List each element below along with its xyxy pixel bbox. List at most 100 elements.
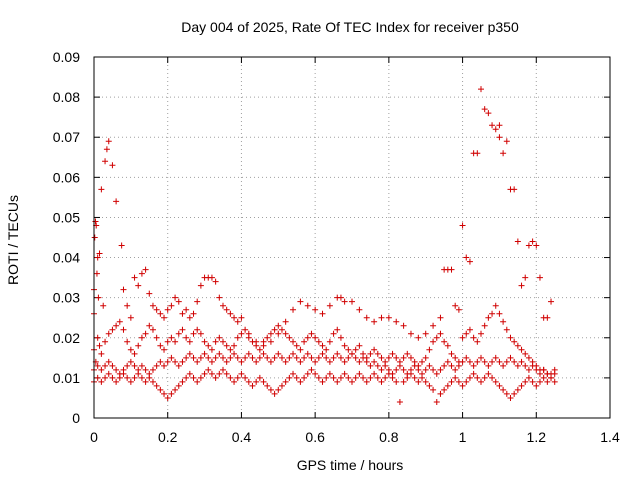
data-point: [227, 310, 234, 317]
data-point: [135, 282, 142, 289]
data-point: [385, 354, 392, 361]
data-point: [312, 334, 319, 341]
data-point: [127, 378, 134, 385]
data-point: [216, 350, 223, 357]
data-point: [371, 318, 378, 325]
data-point: [109, 326, 116, 333]
data-point: [91, 234, 98, 241]
data-point: [124, 338, 131, 345]
data-point: [481, 358, 488, 365]
data-point: [489, 374, 496, 381]
data-point: [319, 378, 326, 385]
data-point: [352, 354, 359, 361]
data-point: [382, 374, 389, 381]
data-point: [197, 354, 204, 361]
data-point: [102, 374, 109, 381]
data-point: [168, 354, 175, 361]
data-point: [301, 374, 308, 381]
data-point: [93, 270, 100, 277]
data-point: [245, 350, 252, 357]
data-point: [105, 358, 112, 365]
data-point: [157, 358, 164, 365]
data-point: [103, 146, 110, 153]
data-point: [157, 310, 164, 317]
data-point: [470, 362, 477, 369]
data-point: [481, 374, 488, 381]
data-point: [231, 350, 238, 357]
data-point: [511, 186, 518, 193]
data-point: [533, 242, 540, 249]
data-point: [378, 354, 385, 361]
data-point: [448, 362, 455, 369]
data-point: [511, 390, 518, 397]
data-point: [220, 366, 226, 373]
y-tick-label: 0.08: [53, 89, 80, 105]
data-point: [422, 366, 429, 373]
data-point: [118, 242, 125, 249]
data-point: [95, 294, 102, 301]
data-point: [256, 374, 263, 381]
x-tick-label: 1: [459, 429, 467, 445]
data-point: [308, 354, 315, 361]
x-axis-label: GPS time / hours: [297, 457, 404, 473]
data-point: [102, 338, 109, 345]
data-point: [349, 378, 355, 385]
data-point: [157, 342, 164, 349]
data-point: [124, 302, 131, 309]
data-point: [374, 374, 381, 381]
data-point: [194, 326, 201, 333]
data-point: [286, 334, 293, 341]
data-point: [548, 374, 555, 381]
data-point: [194, 358, 201, 365]
data-point: [238, 358, 245, 365]
data-point: [337, 374, 344, 381]
data-point: [179, 358, 186, 365]
data-point: [485, 362, 492, 369]
data-point: [253, 342, 260, 349]
data-point: [201, 338, 208, 345]
data-point: [481, 322, 488, 329]
data-point: [312, 358, 319, 365]
y-tick-label: 0.09: [53, 49, 80, 65]
data-point: [96, 342, 103, 349]
data-point: [120, 326, 127, 333]
data-point: [113, 198, 120, 205]
data-point: [231, 378, 238, 385]
data-point: [172, 386, 179, 393]
data-point: [92, 218, 99, 225]
data-point: [216, 370, 223, 377]
data-point: [389, 350, 396, 357]
data-point: [356, 306, 363, 313]
data-point: [378, 378, 385, 385]
data-point: [393, 366, 400, 373]
data-point: [463, 330, 470, 337]
data-point: [496, 358, 503, 365]
data-point: [208, 346, 215, 353]
data-point: [511, 358, 518, 365]
data-point: [304, 350, 311, 357]
data-point: [426, 346, 433, 353]
x-tick-label: 0: [90, 429, 98, 445]
data-point: [135, 370, 142, 377]
data-point: [430, 338, 437, 345]
data-point: [514, 362, 521, 369]
data-point: [124, 362, 131, 369]
data-point: [190, 330, 197, 337]
data-point: [548, 298, 555, 305]
data-point: [430, 322, 437, 329]
data-point: [422, 354, 429, 361]
data-point: [172, 338, 179, 345]
data-point: [396, 362, 403, 369]
data-point: [113, 366, 120, 373]
data-point: [293, 354, 300, 361]
data-point: [94, 254, 101, 261]
data-point: [286, 354, 293, 361]
data-point: [109, 162, 116, 169]
data-point: [522, 362, 529, 369]
data-point: [507, 334, 514, 341]
data-point: [518, 282, 525, 289]
data-point: [116, 318, 123, 325]
data-point: [212, 374, 219, 381]
plot-frame: [93, 56, 611, 419]
data-point: [168, 390, 175, 397]
